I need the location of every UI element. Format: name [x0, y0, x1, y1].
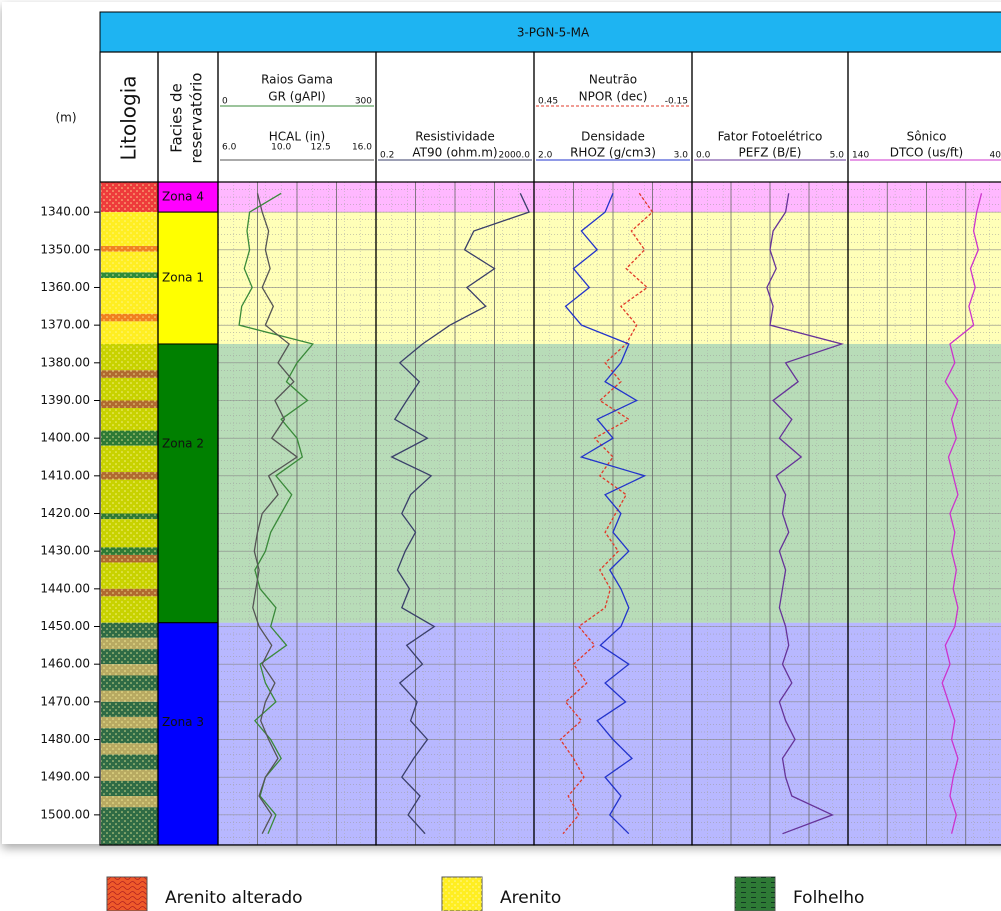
log-curve: [238, 192, 314, 834]
track-title: Neutrão: [589, 73, 637, 87]
scale-label: 16.0: [352, 143, 372, 153]
facies-zone: [157, 211, 219, 345]
curve-name: NPOR (dec): [579, 90, 648, 104]
zone-shading: [218, 622, 1001, 845]
log-curve: [564, 193, 647, 835]
curve-name: RHOZ (g/cm3): [570, 146, 656, 160]
track-title: Densidade: [581, 130, 645, 144]
curve-name: AT90 (ohm.m): [412, 146, 497, 160]
log-curve: [941, 193, 983, 834]
scale-label: 12.5: [311, 143, 331, 153]
log-curve: [390, 193, 530, 835]
facies-label: reservatório: [188, 73, 206, 164]
facies-zone-label: Zona 4: [162, 190, 204, 204]
depth-label: (m): [55, 111, 76, 125]
scale-label: 2000.0: [499, 151, 531, 161]
y-tick-label: 1420.00: [40, 506, 90, 520]
track-title: Raios Gama: [261, 73, 333, 87]
scale-label: 3.0: [674, 151, 689, 161]
scale-label: -0.15: [665, 97, 688, 107]
facies-zone: [157, 181, 219, 213]
curve-name: GR (gAPI): [268, 90, 325, 104]
track-title: Sônico: [907, 130, 947, 144]
curve-name: PEFZ (B/E): [739, 146, 802, 160]
legend-texture: [442, 877, 482, 911]
y-tick-label: 1340.00: [40, 205, 90, 219]
facies-zone: [157, 343, 219, 624]
lithology-label: Litologia: [117, 75, 141, 160]
legend-label: Arenito alterado: [165, 888, 303, 908]
y-tick-label: 1450.00: [40, 619, 90, 633]
header-bg: [99, 51, 1001, 183]
zone-shading: [218, 343, 1001, 623]
legend-texture: [107, 877, 147, 911]
y-tick-label: 1430.00: [40, 544, 90, 558]
y-tick-label: 1480.00: [40, 732, 90, 746]
facies-zone-label: Zona 3: [162, 715, 204, 729]
scale-label: 5.0: [830, 151, 845, 161]
facies-zone: [157, 622, 219, 846]
y-tick-label: 1400.00: [40, 431, 90, 445]
y-tick-label: 1390.00: [40, 393, 90, 407]
track-title: Resistividade: [415, 130, 494, 144]
scale-label: 0.2: [380, 151, 394, 161]
log-curve: [766, 193, 845, 835]
curve-name: HCAL (in): [269, 130, 325, 144]
facies-label: Facies de: [168, 83, 186, 152]
scale-label: 40: [990, 151, 1001, 161]
log-curve: [252, 193, 299, 834]
facies-zone-label: Zona 2: [162, 436, 204, 450]
y-tick-label: 1500.00: [40, 807, 90, 821]
legend-label: Folhelho: [793, 888, 864, 908]
title-bar: [99, 11, 1001, 53]
track-title: Fator Fotoelétrico: [718, 130, 823, 144]
scale-label: 140: [852, 151, 869, 161]
y-tick-label: 1490.00: [40, 770, 90, 784]
chart-title: 3-PGN-5-MA: [517, 26, 590, 40]
facies-zone-label: Zona 1: [162, 271, 204, 285]
scale-label: 6.0: [222, 143, 237, 153]
y-tick-label: 1360.00: [40, 280, 90, 294]
y-tick-label: 1350.00: [40, 242, 90, 256]
scale-label: 10.0: [271, 143, 291, 153]
scale-label: 300: [355, 97, 372, 107]
y-tick-label: 1410.00: [40, 468, 90, 482]
scale-label: 0.45: [538, 97, 558, 107]
track-border: [847, 51, 1001, 846]
y-tick-label: 1370.00: [40, 318, 90, 332]
curve-name: DTCO (us/ft): [890, 146, 964, 160]
legend-label: Arenito: [500, 888, 561, 908]
scale-label: 0: [222, 97, 228, 107]
scale-label: 2.0: [538, 151, 553, 161]
y-tick-label: 1440.00: [40, 581, 90, 595]
scale-label: 0.0: [696, 151, 711, 161]
y-tick-label: 1470.00: [40, 694, 90, 708]
legend-texture: [735, 877, 775, 911]
lithology-texture: [101, 182, 158, 845]
y-tick-label: 1380.00: [40, 355, 90, 369]
zone-shading: [218, 182, 1001, 213]
zone-shading: [218, 212, 1001, 344]
y-tick-label: 1460.00: [40, 657, 90, 671]
log-curve: [559, 192, 654, 835]
facies-border: [157, 51, 219, 846]
